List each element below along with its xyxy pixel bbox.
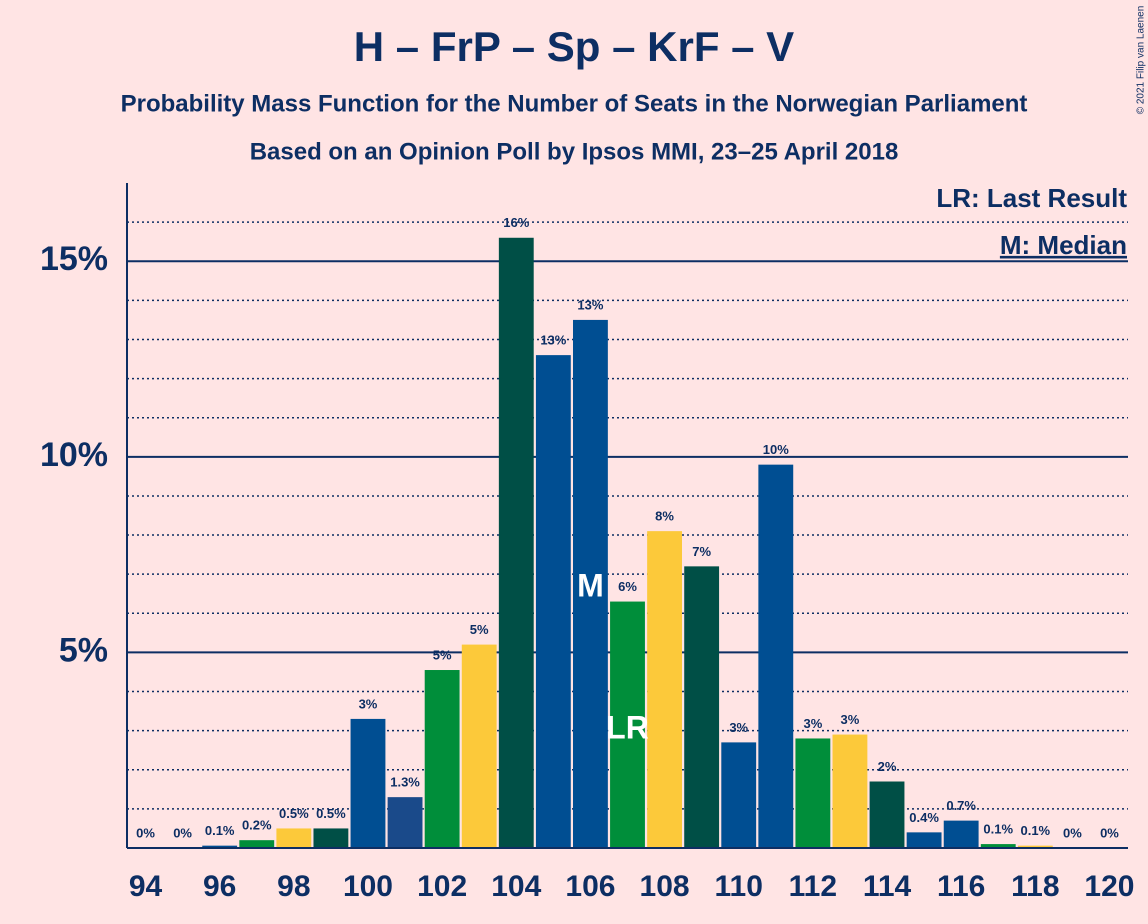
value-label: 5%	[470, 622, 489, 637]
bar	[906, 832, 942, 848]
x-tick-label: 110	[715, 870, 763, 903]
value-label: 3%	[359, 696, 378, 711]
x-tick-label: 114	[863, 870, 912, 903]
value-label: 0.1%	[205, 823, 235, 838]
median-marker: M	[577, 567, 604, 603]
bar	[684, 566, 720, 848]
value-label: 10%	[763, 442, 789, 457]
bar	[980, 844, 1016, 848]
bar	[573, 319, 608, 849]
value-label: 2%	[878, 759, 897, 774]
bar	[313, 828, 349, 848]
bar	[832, 734, 868, 848]
x-tick-label: 98	[277, 870, 310, 903]
x-tick-label: 96	[203, 870, 236, 903]
value-label: 13%	[540, 333, 566, 348]
value-label: 0.4%	[909, 810, 939, 825]
value-label: 0.1%	[983, 822, 1013, 837]
chart-subtitle: Based on an Opinion Poll by Ipsos MMI, 2…	[250, 138, 899, 165]
value-label: 3%	[841, 712, 860, 727]
value-label: 8%	[655, 509, 674, 524]
value-label: 0.2%	[242, 818, 272, 833]
bar	[387, 797, 423, 848]
value-label: 7%	[692, 544, 711, 559]
value-label: 3%	[803, 716, 822, 731]
x-tick-label: 104	[491, 870, 541, 903]
bar	[202, 845, 238, 848]
bar	[461, 644, 497, 848]
value-label: 5%	[433, 647, 452, 662]
bar	[758, 464, 794, 848]
bar	[721, 742, 757, 848]
x-tick-label: 108	[640, 870, 690, 903]
value-label: 0%	[1100, 825, 1119, 840]
bar	[610, 601, 645, 848]
chart-title: H – FrP – Sp – KrF – V	[354, 23, 794, 70]
value-label: 0.5%	[316, 806, 346, 821]
y-tick-label: 15%	[40, 240, 108, 278]
copyright: © 2021 Filip van Laenen	[1136, 6, 1147, 115]
y-tick-label: 10%	[40, 436, 108, 474]
value-label: 13%	[577, 297, 603, 312]
y-tick-label: 5%	[59, 631, 108, 669]
legend-entry: M: Median	[1000, 230, 1127, 260]
bar	[424, 670, 460, 848]
x-tick-label: 118	[1011, 870, 1059, 903]
x-tick-label: 102	[417, 870, 467, 903]
value-label: 0%	[136, 825, 155, 840]
bar	[795, 738, 831, 848]
x-tick-label: 94	[129, 870, 163, 903]
x-tick-label: 120	[1084, 870, 1134, 903]
chart-subtitle: Probability Mass Function for the Number…	[121, 90, 1028, 117]
x-tick-label: 106	[565, 870, 615, 903]
bar	[535, 355, 571, 848]
value-label: 16%	[503, 215, 529, 230]
value-label: 6%	[618, 579, 637, 594]
bar	[1017, 845, 1053, 848]
value-label: 0.7%	[946, 798, 976, 813]
value-label: 3%	[729, 720, 748, 735]
last-result-marker: LR	[606, 709, 649, 745]
bar	[276, 828, 312, 848]
value-label: 0.5%	[279, 806, 309, 821]
bar	[350, 718, 386, 848]
x-tick-label: 116	[937, 870, 985, 903]
bar	[647, 531, 682, 848]
value-label: 0.1%	[1020, 823, 1050, 838]
bar	[943, 820, 979, 848]
bar	[869, 781, 905, 848]
value-label: 1.3%	[390, 775, 420, 790]
value-label: 0%	[1063, 825, 1082, 840]
bar	[498, 237, 534, 848]
bar	[239, 840, 275, 848]
value-label: 0%	[173, 825, 192, 840]
x-tick-label: 100	[343, 870, 393, 903]
x-tick-label: 112	[789, 870, 837, 903]
legend-entry: LR: Last Result	[936, 183, 1127, 213]
